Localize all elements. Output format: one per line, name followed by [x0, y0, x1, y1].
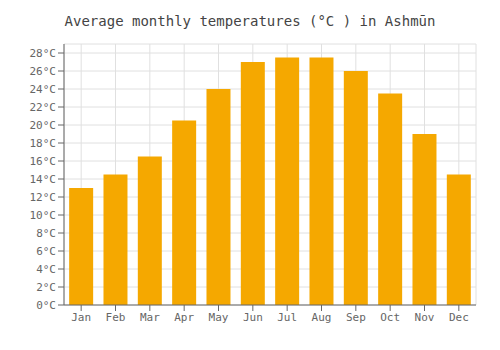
svg-text:8°C: 8°C: [36, 227, 56, 240]
svg-text:Apr: Apr: [174, 311, 194, 324]
svg-text:14°C: 14°C: [30, 173, 57, 186]
svg-text:16°C: 16°C: [30, 155, 57, 168]
svg-text:6°C: 6°C: [36, 245, 56, 258]
svg-text:Mar: Mar: [140, 311, 160, 324]
svg-text:Jul: Jul: [277, 311, 297, 324]
svg-text:Sep: Sep: [346, 311, 366, 324]
svg-text:0°C: 0°C: [36, 299, 56, 312]
svg-text:4°C: 4°C: [36, 263, 56, 276]
svg-text:28°C: 28°C: [30, 47, 57, 60]
svg-text:26°C: 26°C: [30, 65, 57, 78]
svg-text:Jan: Jan: [71, 311, 91, 324]
svg-text:12°C: 12°C: [30, 191, 57, 204]
svg-text:10°C: 10°C: [30, 209, 57, 222]
svg-text:24°C: 24°C: [30, 83, 57, 96]
svg-text:Jun: Jun: [243, 311, 263, 324]
html-text:Average monthly temperatures (: Average monthly temperatures (°C ) in As…: [64, 13, 436, 29]
svg-text:Dec: Dec: [449, 311, 469, 324]
svg-text:Oct: Oct: [380, 311, 400, 324]
svg-text:2°C: 2°C: [36, 281, 56, 294]
svg-text:Aug: Aug: [312, 311, 332, 324]
svg-text:18°C: 18°C: [30, 137, 57, 150]
svg-text:Feb: Feb: [106, 311, 126, 324]
svg-text:20°C: 20°C: [30, 119, 57, 132]
svg-text:May: May: [209, 311, 229, 324]
svg-text:Nov: Nov: [415, 311, 435, 324]
svg-text:22°C: 22°C: [30, 101, 57, 114]
